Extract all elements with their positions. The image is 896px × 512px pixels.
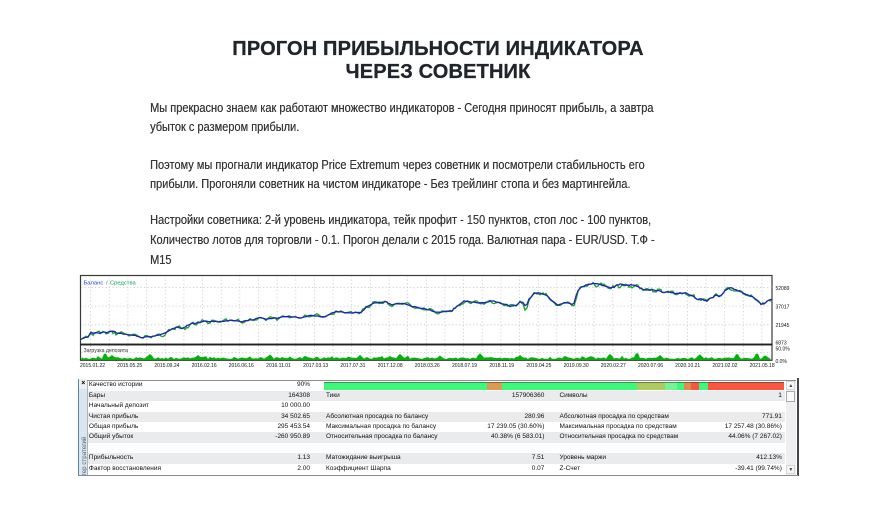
svg-text:2020.07.06: 2020.07.06 [638, 363, 663, 369]
svg-text:2019.09.30: 2019.09.30 [564, 363, 589, 369]
svg-text:2020.10.21: 2020.10.21 [675, 363, 700, 369]
svg-text:2017.07.31: 2017.07.31 [340, 363, 365, 369]
svg-text:2018.07.19: 2018.07.19 [452, 363, 477, 369]
svg-text:2021.02.02: 2021.02.02 [712, 363, 737, 369]
svg-text:/: / [106, 280, 108, 286]
svg-text:Баланс: Баланс [84, 280, 104, 286]
svg-text:0.0%: 0.0% [776, 359, 788, 365]
svg-text:50.0%: 50.0% [776, 346, 791, 352]
svg-text:2018.11.19: 2018.11.19 [489, 363, 514, 369]
svg-text:2020.02.27: 2020.02.27 [601, 363, 626, 369]
svg-text:2016.11.01: 2016.11.01 [266, 363, 291, 369]
svg-text:2015.09.24: 2015.09.24 [154, 363, 179, 369]
svg-text:2021.05.18: 2021.05.18 [750, 363, 775, 369]
svg-text:2016.02.16: 2016.02.16 [192, 363, 217, 369]
svg-text:Загрузка депозита: Загрузка депозита [84, 348, 129, 354]
svg-text:Средства: Средства [110, 280, 136, 286]
svg-text:2017.03.13: 2017.03.13 [303, 363, 328, 369]
svg-text:2015.01.22: 2015.01.22 [80, 363, 105, 369]
svg-text:2016.06.16: 2016.06.16 [229, 363, 254, 369]
svg-text:21945: 21945 [776, 323, 790, 329]
svg-text:2015.05.25: 2015.05.25 [117, 363, 142, 369]
svg-text:2019.04.25: 2019.04.25 [526, 363, 551, 369]
svg-text:2017.12.08: 2017.12.08 [378, 363, 403, 369]
svg-text:6873: 6873 [776, 341, 787, 347]
svg-text:2018.03.26: 2018.03.26 [415, 363, 440, 369]
svg-text:52089: 52089 [776, 286, 790, 292]
svg-text:37017: 37017 [776, 305, 790, 311]
